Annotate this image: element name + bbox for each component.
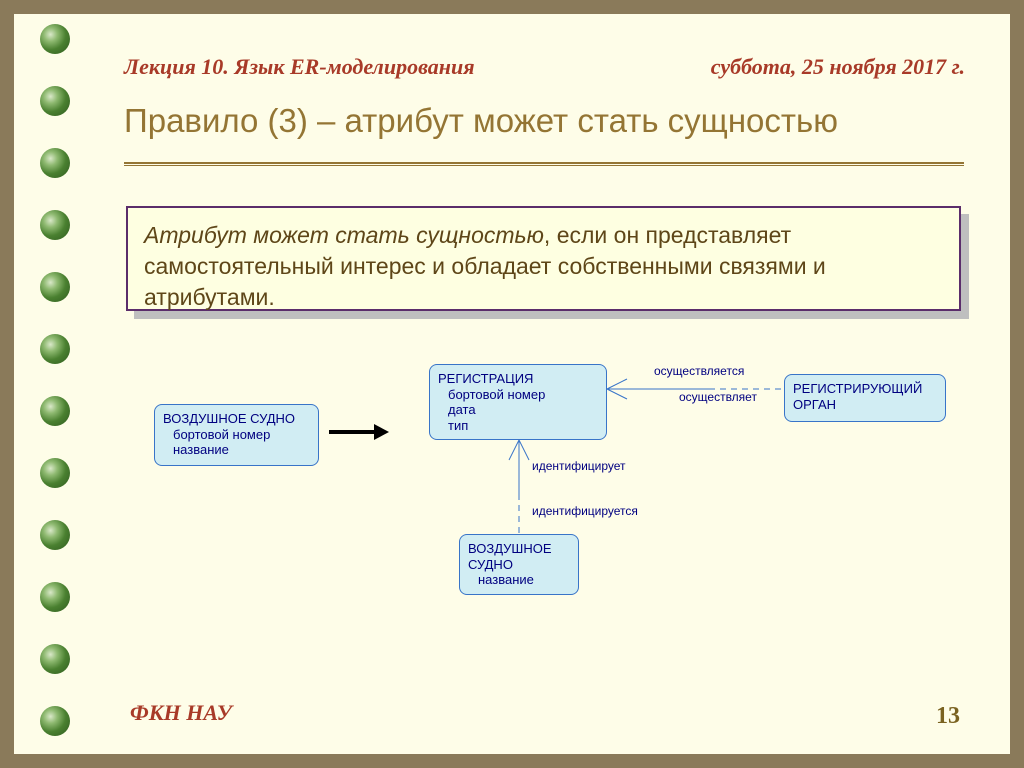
bullet-icon bbox=[40, 396, 70, 426]
decor-bullets bbox=[28, 14, 78, 754]
title-underline bbox=[124, 162, 964, 166]
footer-org: ФКН НАУ bbox=[130, 700, 232, 726]
relation-label: осуществляется bbox=[654, 364, 744, 378]
bullet-icon bbox=[40, 334, 70, 364]
bullet-icon bbox=[40, 458, 70, 488]
bullet-icon bbox=[40, 86, 70, 116]
er-diagram: ВОЗДУШНОЕ СУДНО бортовой номер название … bbox=[124, 344, 964, 644]
bullet-icon bbox=[40, 210, 70, 240]
relation-label: осуществляет bbox=[679, 390, 757, 404]
header-date: суббота, 25 ноября 2017 г. bbox=[711, 54, 965, 80]
bullet-icon bbox=[40, 706, 70, 736]
bullet-icon bbox=[40, 644, 70, 674]
page-number: 13 bbox=[936, 703, 960, 730]
relation-label: идентифицируется bbox=[532, 504, 638, 518]
slide-title: Правило (3) – атрибут может стать сущнос… bbox=[124, 102, 838, 140]
bullet-icon bbox=[40, 520, 70, 550]
header-lecture: Лекция 10. Язык ER-моделирования bbox=[124, 54, 475, 80]
bullet-icon bbox=[40, 24, 70, 54]
slide-frame: Лекция 10. Язык ER-моделирования суббота… bbox=[14, 14, 1010, 754]
bullet-icon bbox=[40, 272, 70, 302]
relation-label: идентифицирует bbox=[532, 459, 626, 473]
bullet-icon bbox=[40, 148, 70, 178]
bullet-icon bbox=[40, 582, 70, 612]
rule-box: Атрибут может стать сущностью, если он п… bbox=[126, 206, 961, 311]
rule-italic: Атрибут может стать сущностью bbox=[144, 222, 544, 248]
connectors bbox=[124, 344, 964, 644]
